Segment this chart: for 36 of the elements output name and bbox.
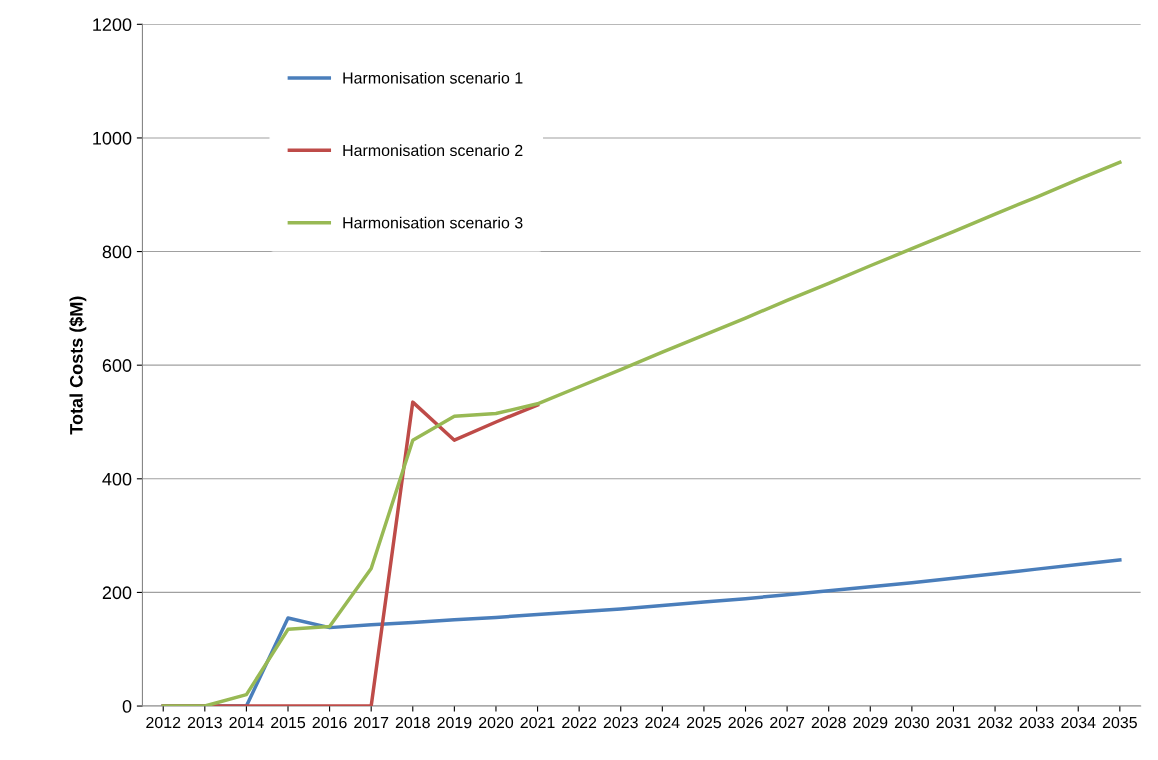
x-tick-label: 2013 <box>187 716 222 729</box>
y-tick-label: 600 <box>102 359 132 372</box>
x-tick-label: 2012 <box>146 716 181 729</box>
x-tick-label: 2026 <box>728 716 763 729</box>
y-tick-label: 400 <box>102 472 132 486</box>
x-tick-label: 2015 <box>271 716 306 729</box>
y-tick-label: 1200 <box>93 18 132 32</box>
y-tick-label: 800 <box>102 245 132 259</box>
x-tick-label: 2031 <box>936 716 971 729</box>
x-tick-label: 2024 <box>645 716 680 729</box>
y-tick-label: 200 <box>102 586 132 600</box>
x-tick-label: 2020 <box>479 716 514 729</box>
y-tick-label: 1000 <box>93 131 132 145</box>
x-tick-label: 2025 <box>686 716 722 729</box>
legend-label: Harmonisation scenario 1 <box>343 71 523 84</box>
x-tick-label: 2027 <box>770 716 805 729</box>
x-tick-label: 2022 <box>562 716 597 729</box>
legend-label: Harmonisation scenario 3 <box>343 216 523 229</box>
x-tick-label: 2034 <box>1061 716 1096 729</box>
y-axis-title: Total Costs ($M) <box>69 296 87 435</box>
x-tick-label: 2016 <box>312 716 347 729</box>
x-tick-label: 2033 <box>1019 716 1054 729</box>
y-tick-label: 0 <box>122 699 132 713</box>
x-tick-label: 2021 <box>520 716 555 729</box>
x-tick-label: 2028 <box>811 716 846 729</box>
x-tick-label: 2032 <box>978 716 1013 729</box>
x-tick-label: 2019 <box>437 716 472 729</box>
x-tick-label: 2023 <box>603 716 638 729</box>
x-tick-label: 2014 <box>229 716 264 729</box>
x-tick-label: 2035 <box>1102 716 1137 729</box>
legend-label: Harmonisation scenario 2 <box>343 144 523 157</box>
line-series <box>161 160 1122 707</box>
x-tick-label: 2017 <box>354 716 389 729</box>
x-tick-label: 2030 <box>894 716 930 729</box>
x-tick-label: 2018 <box>395 716 430 729</box>
x-tick-label: 2029 <box>853 716 888 729</box>
